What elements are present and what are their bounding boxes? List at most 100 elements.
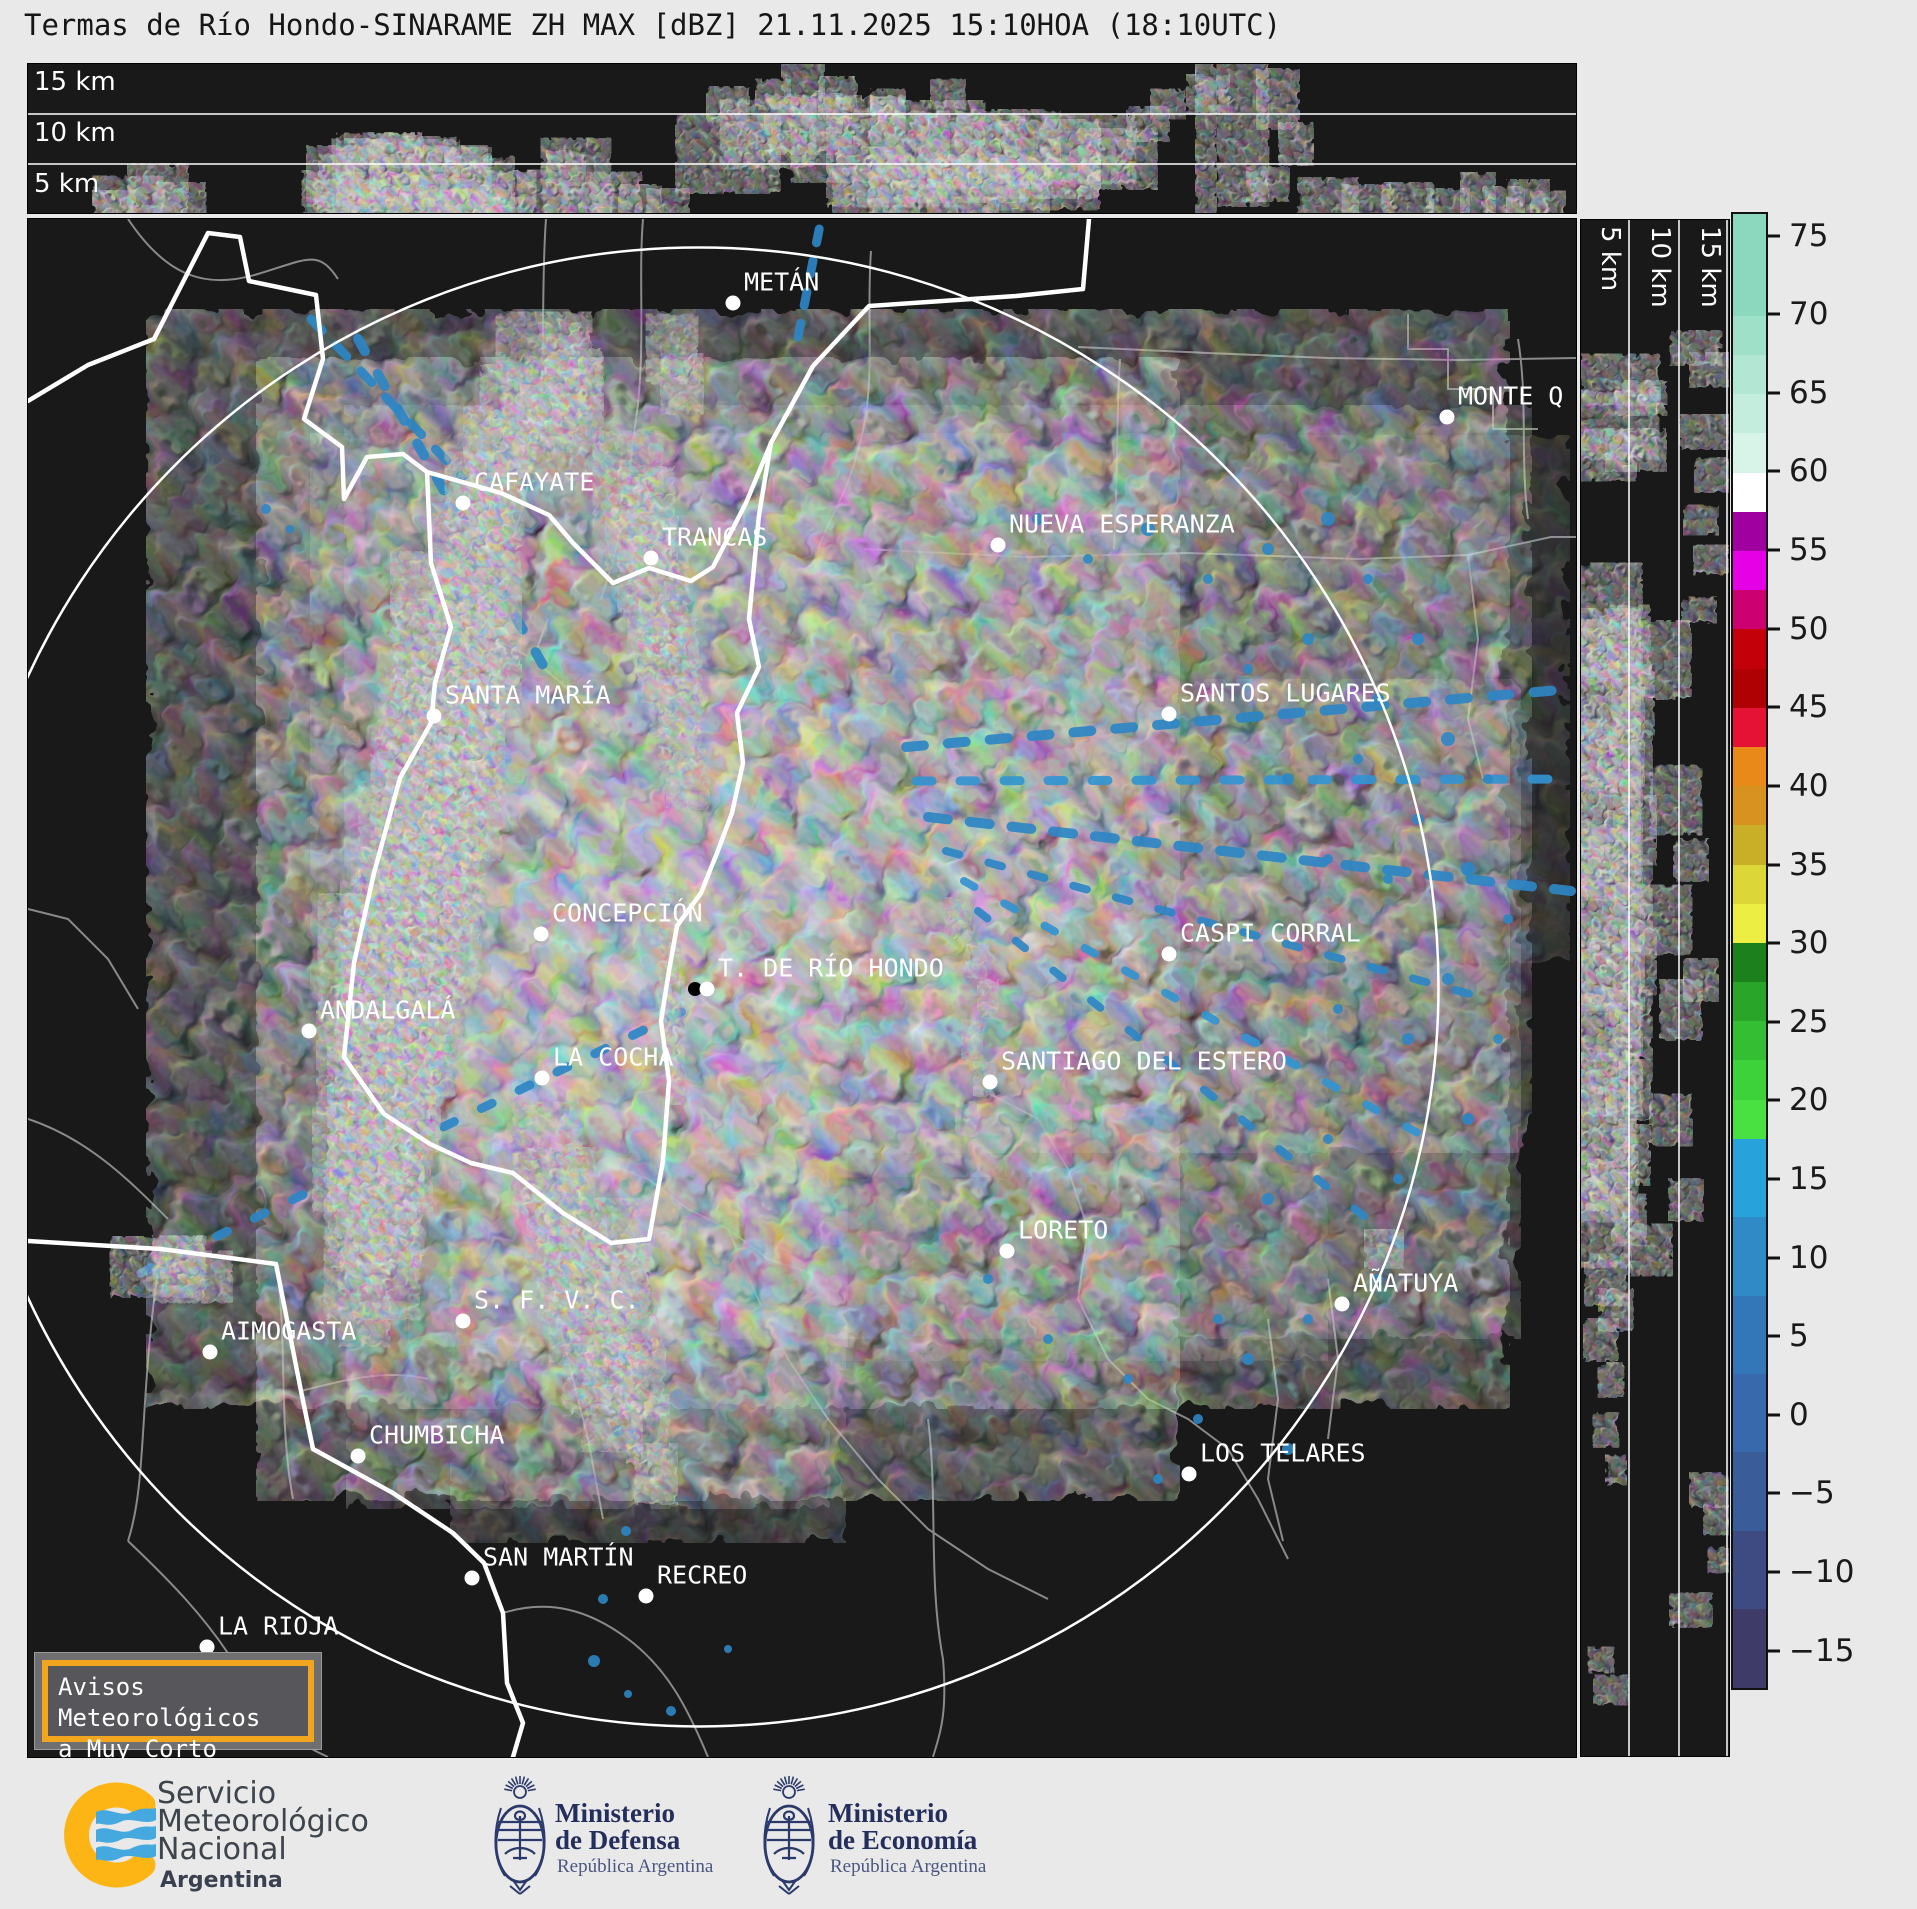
colorbar-tick-label: 60 bbox=[1789, 453, 1829, 490]
crest-detail bbox=[494, 1807, 546, 1877]
radar-echo bbox=[384, 200, 416, 213]
defensa-crest-icon bbox=[494, 1776, 546, 1895]
radar-echo bbox=[656, 624, 672, 644]
radar-echo bbox=[903, 173, 963, 205]
radar-echo bbox=[352, 1277, 376, 1321]
economia-line-1: Ministerio bbox=[828, 1798, 948, 1828]
radar-echo bbox=[426, 857, 454, 901]
top-profile-label-5km: 5 km bbox=[34, 169, 100, 199]
radar-echo bbox=[1587, 636, 1607, 664]
radar-echo bbox=[1706, 467, 1726, 483]
right-height-profile: 5 km 10 km 15 km bbox=[1580, 219, 1730, 1757]
radar-echo bbox=[1585, 594, 1621, 646]
crest-detail bbox=[526, 1784, 535, 1790]
colorbar-segment bbox=[1733, 864, 1766, 904]
city-label: METÁN bbox=[744, 267, 820, 297]
city-dot bbox=[1439, 409, 1455, 425]
radar-echo bbox=[1594, 834, 1604, 850]
radar-echo bbox=[1597, 925, 1605, 939]
colorbar-tick-label: 45 bbox=[1789, 689, 1829, 726]
colorbar-tick bbox=[1768, 1570, 1780, 1574]
colorbar-tick-label: 15 bbox=[1789, 1160, 1829, 1197]
radar-echo-dot bbox=[1242, 1353, 1254, 1365]
radar-interference-spoke bbox=[136, 1006, 688, 1278]
crest-detail bbox=[790, 1776, 795, 1785]
radar-echo-dot bbox=[1043, 1334, 1053, 1344]
radar-echo bbox=[456, 155, 476, 169]
crest-detail bbox=[521, 1776, 526, 1785]
radar-echo bbox=[1647, 642, 1675, 678]
colorbar-segment bbox=[1733, 1099, 1766, 1139]
colorbar-segment bbox=[1733, 629, 1766, 669]
colorbar-segment bbox=[1733, 1295, 1766, 1375]
radar-echo bbox=[381, 1092, 391, 1106]
colorbar-segment bbox=[1733, 214, 1766, 316]
radar-echo bbox=[316, 182, 340, 202]
radar-echo bbox=[418, 146, 442, 162]
radar-echo bbox=[1701, 1482, 1721, 1498]
city-dot bbox=[533, 926, 549, 942]
economia-republica: República Argentina bbox=[830, 1856, 987, 1877]
radar-echo bbox=[1160, 97, 1176, 111]
colorbar-tick-label: 10 bbox=[1789, 1239, 1829, 1276]
radar-echo bbox=[1356, 195, 1380, 213]
radar-echo bbox=[1138, 116, 1158, 132]
radar-echo bbox=[498, 182, 522, 202]
top-profile-label-10km: 10 km bbox=[34, 118, 116, 148]
radar-echo bbox=[1608, 1300, 1624, 1320]
colorbar-tick bbox=[1768, 1491, 1780, 1495]
top-height-profile: 15 km 10 km 5 km bbox=[27, 63, 1577, 214]
colorbar-tick-label: 30 bbox=[1789, 925, 1829, 962]
radar-echo bbox=[1603, 368, 1639, 392]
radar-echo-dot bbox=[1123, 1374, 1133, 1384]
radar-echo-dot bbox=[569, 1346, 579, 1356]
smn-logo-icon bbox=[64, 1782, 156, 1888]
crest-detail bbox=[523, 1778, 530, 1786]
colorbar-segment bbox=[1733, 1060, 1766, 1100]
smn-name: Servicio Meteorológico Nacional bbox=[157, 1779, 369, 1865]
radar-echo bbox=[458, 613, 490, 665]
radar-echo bbox=[486, 505, 510, 533]
city-label: AÑATUYA bbox=[1353, 1268, 1459, 1298]
radar-echo bbox=[967, 1030, 977, 1048]
radar-echo bbox=[1703, 553, 1719, 567]
radar-echo bbox=[1621, 1009, 1641, 1041]
radar-echo bbox=[646, 1460, 666, 1488]
radar-echo bbox=[440, 731, 452, 747]
city-label: T. DE RÍO HONDO bbox=[718, 953, 944, 983]
radar-map-canvas bbox=[28, 219, 1576, 1757]
radar-echo bbox=[664, 681, 688, 717]
radar-echo bbox=[1621, 749, 1641, 781]
radar-echo bbox=[1654, 904, 1678, 936]
radar-echo bbox=[493, 204, 513, 213]
radar-echo-dot bbox=[1243, 664, 1253, 674]
radar-echo bbox=[442, 785, 470, 833]
radar-echo bbox=[1622, 440, 1650, 460]
crest-detail bbox=[763, 1807, 815, 1877]
radar-echo bbox=[434, 162, 470, 190]
city-dot bbox=[990, 537, 1006, 553]
radar-echo bbox=[536, 419, 568, 459]
radar-echo-dot bbox=[666, 1706, 676, 1716]
radar-echo bbox=[658, 198, 678, 213]
radar-echo bbox=[630, 195, 650, 213]
colorbar-segment bbox=[1733, 315, 1766, 356]
colorbar-tick bbox=[1768, 312, 1780, 316]
radar-echo-dot bbox=[1323, 854, 1333, 864]
crest-detail bbox=[513, 1785, 527, 1799]
radar-echo bbox=[1625, 944, 1645, 976]
radar-echo bbox=[898, 579, 1318, 819]
defensa-name: Ministerio de Defensa bbox=[555, 1800, 680, 1854]
right-profile-label-10km: 10 km bbox=[1645, 226, 1675, 308]
city-dot bbox=[199, 1639, 215, 1655]
radar-echo bbox=[1268, 85, 1288, 113]
radar-echo bbox=[1664, 784, 1688, 816]
economia-name: Ministerio de Economía bbox=[828, 1800, 977, 1854]
radar-echo bbox=[1684, 340, 1708, 356]
radar-echo bbox=[1592, 443, 1620, 467]
radar-echo bbox=[1231, 79, 1255, 159]
crest-detail bbox=[776, 1780, 784, 1788]
colorbar-tick-label: 75 bbox=[1789, 217, 1829, 254]
colorbar-segment bbox=[1733, 1374, 1766, 1453]
